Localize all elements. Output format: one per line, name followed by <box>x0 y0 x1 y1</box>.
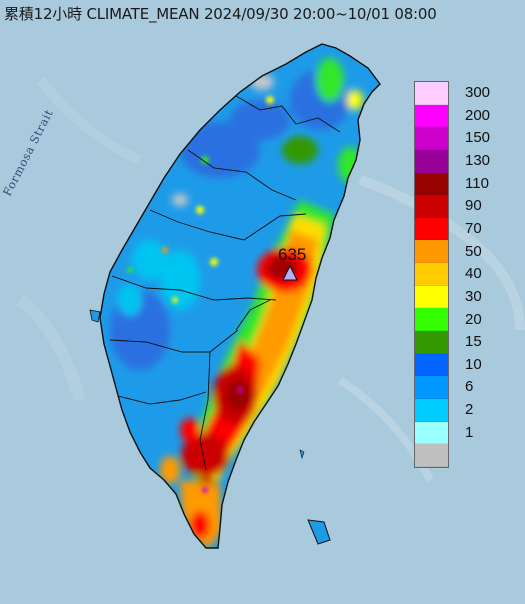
legend-label: 200 <box>465 106 491 124</box>
legend-swatch <box>415 308 448 332</box>
legend-label: 70 <box>465 219 482 237</box>
legend-label: 90 <box>465 197 482 215</box>
legend-label: 40 <box>465 265 482 283</box>
legend-swatch <box>415 285 448 309</box>
legend-swatch <box>415 172 448 196</box>
legend-swatch <box>415 353 448 377</box>
max-rainfall-marker <box>282 264 298 281</box>
map-title: 累積12小時 CLIMATE_MEAN 2024/09/30 20:00~10/… <box>4 5 437 23</box>
sea-texture <box>16 76 525 482</box>
legend-swatch <box>415 104 448 128</box>
green-island <box>307 519 331 545</box>
legend-label: 6 <box>465 378 474 396</box>
legend-label: 130 <box>465 151 491 169</box>
legend-label: 50 <box>465 242 482 260</box>
legend-label: 300 <box>465 84 491 101</box>
legend-swatch <box>415 217 448 241</box>
legend-swatch <box>415 149 448 173</box>
legend-swatch <box>415 195 448 218</box>
legend-label: 2 <box>465 401 474 419</box>
legend-swatch <box>415 421 448 445</box>
legend-label: 10 <box>465 355 482 373</box>
orchid-island <box>299 449 305 460</box>
legend-swatch <box>415 240 448 264</box>
penghu-island <box>89 309 101 323</box>
legend-swatch <box>415 331 448 354</box>
max-value-label: 635 <box>278 245 307 264</box>
legend-swatch <box>415 444 448 467</box>
color-legend <box>414 81 449 468</box>
legend-label: 150 <box>465 129 491 147</box>
legend-label: 15 <box>465 333 482 351</box>
legend-label: 20 <box>465 310 482 328</box>
island-outline <box>99 43 381 549</box>
legend-swatch <box>415 82 448 105</box>
legend-swatch <box>415 398 448 422</box>
legend-swatch <box>415 376 448 399</box>
legend-swatch <box>415 263 448 286</box>
legend-label: 110 <box>465 174 489 192</box>
legend-label: 30 <box>465 287 482 305</box>
county-borders <box>109 95 341 471</box>
legend-swatch <box>415 127 448 150</box>
legend-label: 1 <box>465 423 474 441</box>
